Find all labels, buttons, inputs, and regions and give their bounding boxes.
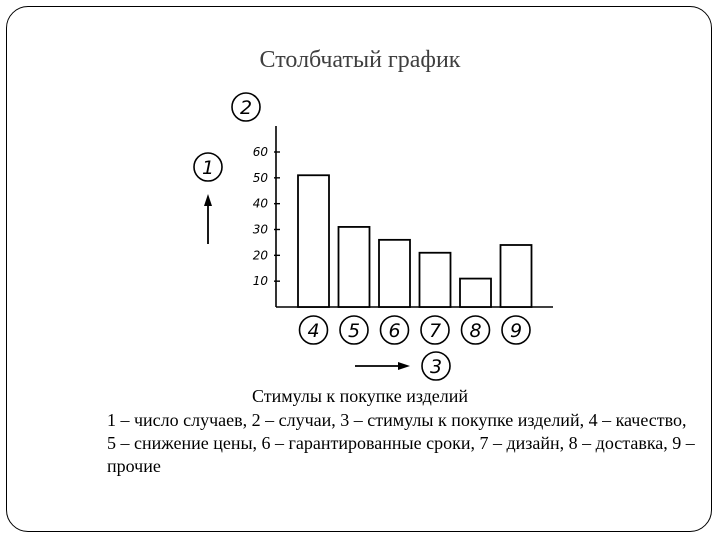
y-arrow-circle	[193, 152, 223, 182]
bar-7	[418, 251, 452, 308]
x-category-circle	[379, 315, 410, 345]
bars	[297, 174, 533, 308]
caption-title: Стимулы к покупке изделий	[251, 386, 469, 406]
x-category-label: 9	[510, 320, 522, 342]
x-category-label: 5	[348, 320, 360, 342]
y-tick-label: 30	[253, 223, 269, 237]
x-category-label: 4	[307, 320, 319, 342]
x-category-circle	[420, 315, 450, 345]
y-arrow-label: 1	[202, 157, 214, 179]
bar-9	[499, 244, 533, 308]
y-tick-label: 20	[253, 248, 269, 262]
x-category-circle	[460, 315, 491, 345]
y-axis-marker-label: 2	[240, 97, 252, 119]
x-category-label: 8	[469, 320, 481, 342]
x-category-circle	[501, 315, 531, 345]
caption-text: 1 – число случаев, 2 – случаи, 3 – стиму…	[107, 410, 695, 476]
x-direction-arrowhead	[398, 362, 410, 370]
x-category-circle	[339, 315, 369, 345]
bar-4	[297, 174, 330, 308]
bar-8	[459, 277, 492, 308]
y-tick-label: 50	[253, 171, 269, 185]
x-category-label: 6	[388, 320, 400, 342]
y-axis-marker-circle	[231, 92, 261, 122]
x-category-circle	[298, 315, 329, 345]
y-tick-label: 60	[253, 145, 269, 159]
x-arrow-circle	[421, 351, 451, 381]
y-tick-label: 10	[253, 274, 269, 288]
bar-6	[378, 238, 411, 308]
x-category-labels: 4 5 6 7 8 9	[298, 315, 531, 345]
bar-5	[337, 226, 371, 308]
y-tick-label: 40	[253, 197, 269, 211]
x-category-label: 7	[429, 320, 441, 342]
slide-title: Столбчатый график	[259, 47, 461, 73]
x-arrow-label: 3	[430, 356, 442, 378]
y-direction-arrowhead	[204, 194, 212, 206]
y-ticks: 10 20 30 40 50 60	[253, 145, 280, 288]
